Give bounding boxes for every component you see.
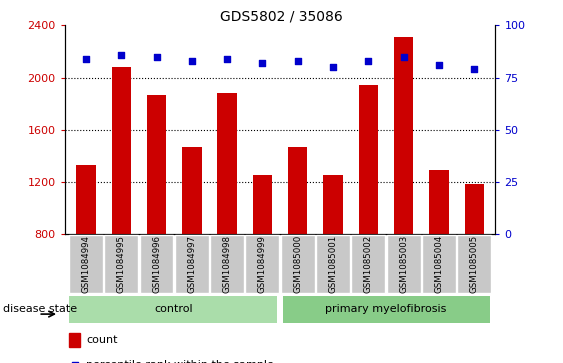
FancyBboxPatch shape <box>457 235 491 293</box>
Text: GSM1085005: GSM1085005 <box>470 235 479 293</box>
FancyBboxPatch shape <box>175 235 209 293</box>
Point <box>117 52 126 58</box>
Point <box>222 56 231 62</box>
Text: GSM1085003: GSM1085003 <box>399 235 408 293</box>
Text: GSM1084994: GSM1084994 <box>82 235 91 293</box>
FancyBboxPatch shape <box>387 235 421 293</box>
FancyBboxPatch shape <box>422 235 456 293</box>
Text: GSM1085000: GSM1085000 <box>293 235 302 293</box>
Point <box>435 62 444 68</box>
Text: disease state: disease state <box>3 305 77 314</box>
Text: GSM1084995: GSM1084995 <box>117 235 126 293</box>
Bar <box>394 37 413 234</box>
Bar <box>429 170 449 234</box>
Text: GSM1084998: GSM1084998 <box>222 235 231 293</box>
Point <box>258 60 267 66</box>
Point <box>82 56 91 62</box>
FancyBboxPatch shape <box>316 235 350 293</box>
FancyBboxPatch shape <box>245 235 279 293</box>
Text: GSM1084997: GSM1084997 <box>187 235 196 293</box>
FancyBboxPatch shape <box>104 235 138 293</box>
FancyBboxPatch shape <box>210 235 244 293</box>
Text: control: control <box>155 305 194 314</box>
Text: percentile rank within the sample: percentile rank within the sample <box>86 360 274 363</box>
Bar <box>217 93 237 234</box>
FancyBboxPatch shape <box>69 235 103 293</box>
Point <box>187 58 196 64</box>
Bar <box>464 184 484 234</box>
Bar <box>288 147 307 234</box>
Bar <box>147 94 166 234</box>
Point <box>470 66 479 72</box>
Point <box>399 54 408 60</box>
Text: GSM1085004: GSM1085004 <box>435 235 444 293</box>
FancyBboxPatch shape <box>140 235 173 293</box>
Text: GSM1084996: GSM1084996 <box>152 235 161 293</box>
Bar <box>253 175 272 234</box>
Text: GSM1084999: GSM1084999 <box>258 235 267 293</box>
Point <box>329 64 338 70</box>
Bar <box>111 67 131 234</box>
FancyBboxPatch shape <box>69 295 276 323</box>
Bar <box>76 165 96 234</box>
FancyBboxPatch shape <box>281 235 315 293</box>
Text: GSM1085002: GSM1085002 <box>364 235 373 293</box>
FancyBboxPatch shape <box>283 295 490 323</box>
Text: GSM1085001: GSM1085001 <box>329 235 338 293</box>
Text: primary myelofibrosis: primary myelofibrosis <box>325 305 446 314</box>
Point <box>364 58 373 64</box>
FancyBboxPatch shape <box>351 235 385 293</box>
Text: count: count <box>86 335 118 345</box>
Text: GDS5802 / 35086: GDS5802 / 35086 <box>220 9 343 23</box>
Bar <box>69 333 80 347</box>
Bar <box>182 147 202 234</box>
Bar <box>359 85 378 234</box>
Point <box>293 58 302 64</box>
Point <box>152 54 161 60</box>
Point <box>70 362 79 363</box>
Bar <box>323 175 343 234</box>
